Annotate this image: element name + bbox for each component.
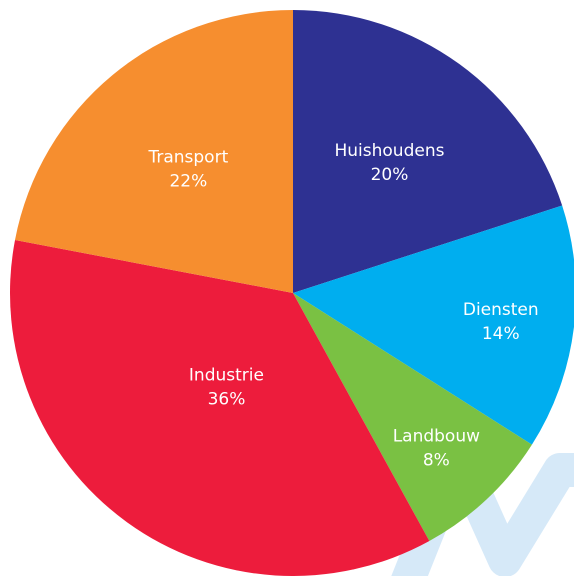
slice-value-diensten: 14% [482, 324, 520, 344]
slice-value-landbouw: 8% [423, 451, 450, 471]
pie-slice-transport [15, 10, 294, 293]
slice-label-industrie: Industrie [189, 366, 264, 386]
slice-label-landbouw: Landbouw [393, 427, 480, 447]
slice-value-huishoudens: 20% [371, 165, 409, 185]
pie-slice-industrie [10, 239, 430, 576]
pie-slice-landbouw [293, 293, 532, 541]
pie-slice-huishoudens [293, 10, 563, 293]
slice-label-diensten: Diensten [463, 300, 539, 320]
slice-value-industrie: 36% [208, 390, 246, 410]
slice-value-transport: 22% [169, 172, 207, 192]
slice-label-transport: Transport [147, 148, 228, 168]
slice-label-huishoudens: Huishoudens [334, 141, 444, 161]
pie-slice-diensten [293, 205, 574, 445]
